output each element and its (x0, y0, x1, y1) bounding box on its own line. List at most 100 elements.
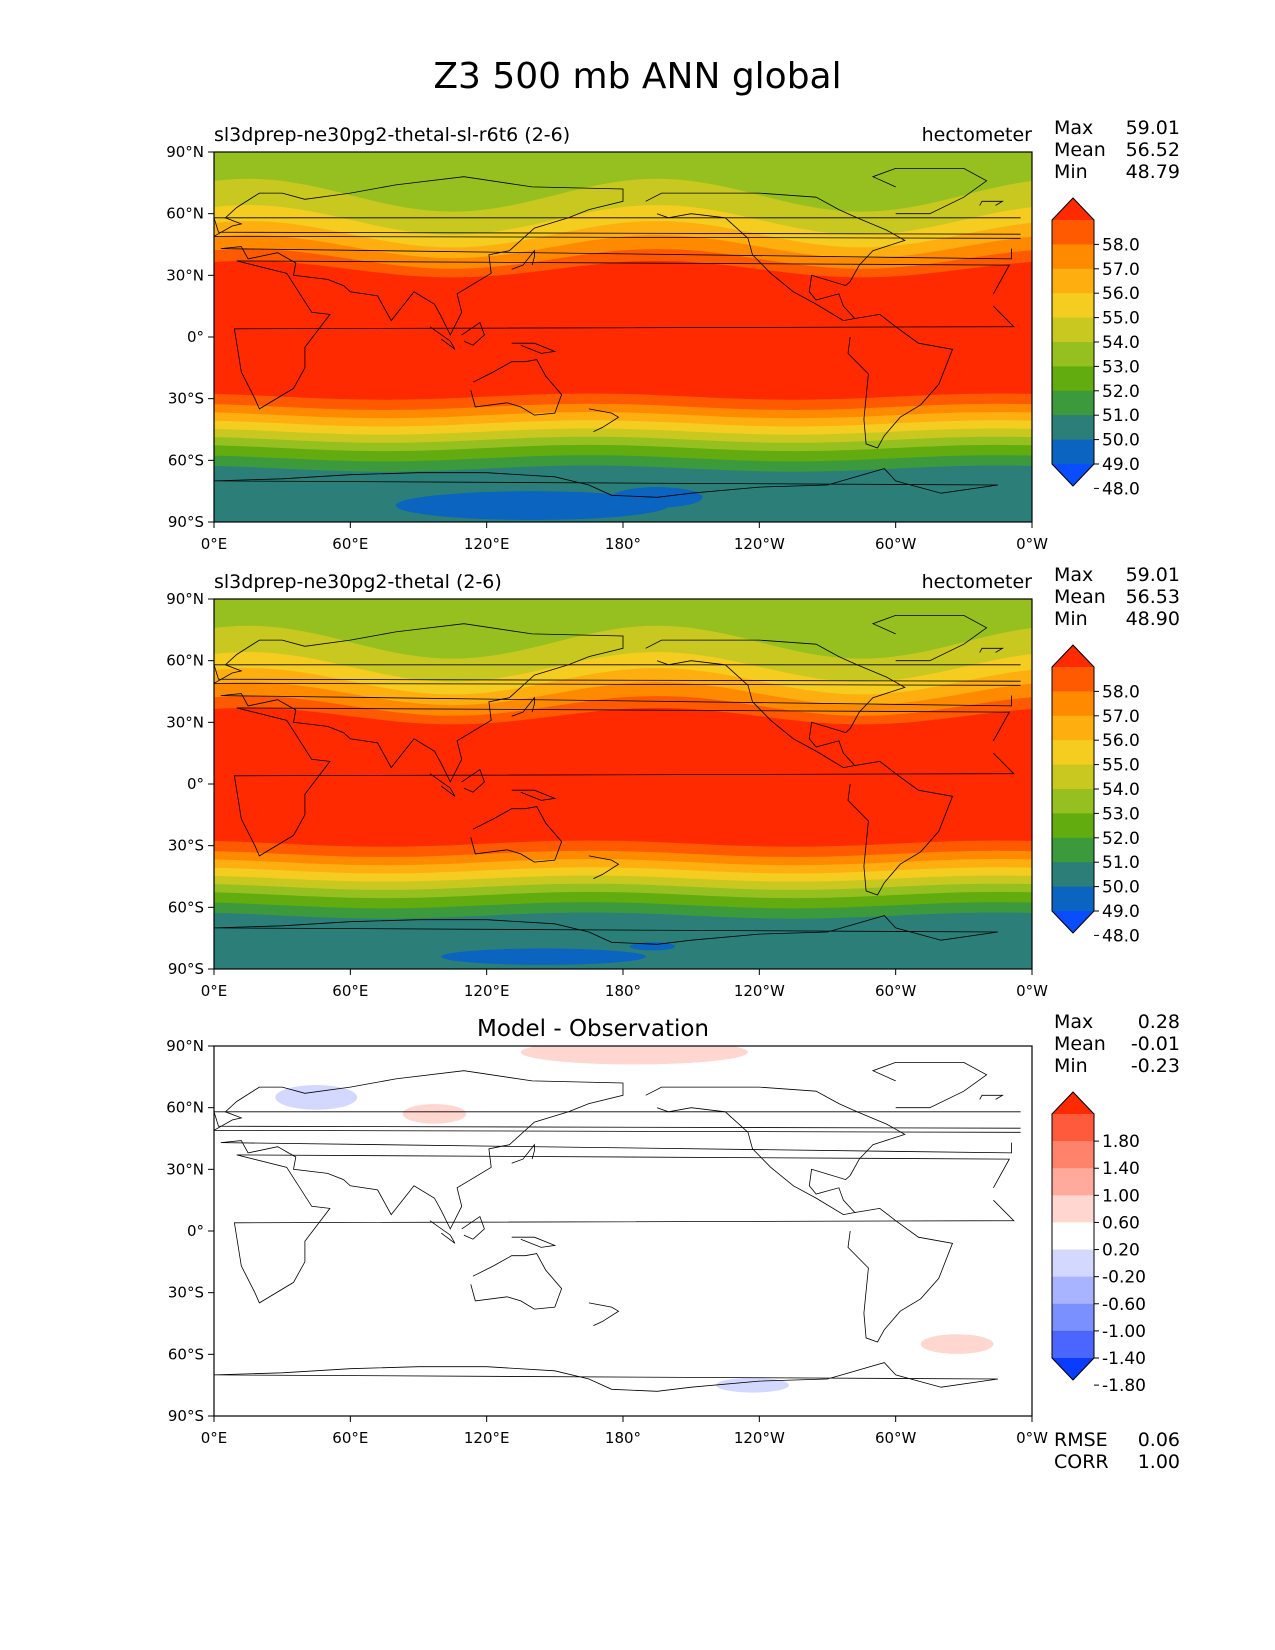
coastline-11 (461, 321, 485, 346)
colorbar-tick-label: 56.0 (1102, 284, 1140, 304)
colorbar-tick-label: -0.20 (1102, 1268, 1146, 1288)
colorbar: 58.0 57.0 56.0 55.0 54.0 53.0 52.0 51.0 50.0 49.0… (1051, 197, 1140, 499)
colorbar-segment (1052, 1276, 1094, 1305)
colorbar-tick-label: 1.00 (1102, 1186, 1140, 1206)
coastline-1 (214, 176, 1021, 336)
coastline-1 (214, 1070, 1021, 1230)
colorbar-tick-label: 51.0 (1102, 406, 1140, 426)
coastline-2 (470, 359, 563, 416)
map-panel-difference: 90°N 60°N 30°N 0° 30°S 60°S 90°S 0°E 60°E 120°E 18… (166, 1011, 1180, 1473)
stat-value-corr: 1.00 (1138, 1451, 1180, 1473)
colorbar-tick-label: -1.00 (1102, 1322, 1146, 1342)
colorbar-segment (1052, 1330, 1094, 1359)
colorbar-tick-label: 0.20 (1102, 1241, 1140, 1261)
panel-subtitle: sl3dprep-ne30pg2-thetal-sl-r6t6 (2-6) (214, 124, 570, 146)
x-tick-label: 60°W (875, 982, 917, 1000)
colorbar-segment (1052, 220, 1094, 245)
stat-label-min: Min (1054, 1055, 1088, 1077)
coastline-8 (588, 1302, 620, 1326)
coastline-11 (461, 1215, 485, 1240)
colorbar-tick-label: -1.40 (1102, 1349, 1146, 1369)
colorbar-segment (1052, 837, 1094, 863)
coastline-10 (429, 1220, 456, 1244)
y-tick-label: 30°N (166, 266, 204, 284)
map-panel-model: 90°N 60°N 30°N 0° 30°S 60°S 90°S 0°E 60°E 120°E 18… (166, 117, 1180, 553)
colorbar-tick-label: 57.0 (1102, 707, 1140, 727)
stat-value-mean: 56.52 (1126, 139, 1180, 161)
panel-center-title: Model - Observation (477, 1016, 709, 1042)
difference-field (214, 1046, 1032, 1416)
stat-label-max: Max (1054, 1011, 1093, 1033)
stat-value-max: 0.28 (1138, 1011, 1180, 1033)
map-area (214, 152, 1032, 522)
colorbar-segment (1052, 439, 1094, 465)
coastline-6 (214, 468, 998, 498)
coastline-8 (588, 855, 620, 879)
colorbar-tick-label: 58.0 (1102, 235, 1140, 255)
colorbar-tick-label: 55.0 (1102, 756, 1140, 776)
y-tick-label: 60°S (168, 451, 204, 469)
x-tick-label: 180° (605, 1429, 641, 1447)
x-tick-label: 60°W (875, 1429, 917, 1447)
colorbar-tick-label: 48.0 (1102, 479, 1140, 499)
field-band-north (214, 152, 1032, 212)
y-tick-label: 30°S (168, 837, 204, 855)
coastline-9 (511, 789, 557, 801)
coastline-12 (214, 217, 1021, 235)
coastline-6 (214, 1362, 998, 1392)
y-tick-label: 90°S (168, 1407, 204, 1425)
y-tick-label: 90°N (166, 590, 204, 608)
stats-block: Max 59.01 Mean 56.52 Min 48.79 (1054, 117, 1180, 183)
y-tick-label: 30°S (168, 1284, 204, 1302)
colorbar-tick-label: 48.0 (1102, 926, 1140, 946)
colorbar-segment (1052, 862, 1094, 888)
coastline-7 (511, 249, 535, 270)
colorbar-tick-label: 51.0 (1102, 853, 1140, 873)
x-tick-label: 120°E (464, 1429, 510, 1447)
colorbar-top-arrow (1052, 1092, 1094, 1114)
coastline-1 (214, 623, 1021, 783)
coastline-3 (645, 1086, 906, 1216)
colorbar-segment (1052, 886, 1094, 912)
colorbar-segment (1052, 415, 1094, 441)
y-tick-label: 0° (187, 328, 204, 346)
y-tick-label: 30°S (168, 390, 204, 408)
stat-value-min: 48.90 (1126, 608, 1180, 630)
field-neutral (214, 1046, 1032, 1416)
x-tick-label: 120°W (734, 1429, 785, 1447)
field-band-south (214, 912, 1032, 969)
colorbar-bottom-arrow (1052, 1358, 1094, 1380)
colorbar-tick-label: 53.0 (1102, 357, 1140, 377)
colorbar-top-arrow (1052, 198, 1094, 220)
coastline-7 (511, 696, 535, 717)
colorbar-tick-label: 54.0 (1102, 780, 1140, 800)
colorbar-bottom-arrow (1052, 911, 1094, 933)
colorbar-segment (1052, 813, 1094, 839)
colorbar-tick-label: -0.60 (1102, 1295, 1146, 1315)
colorbar-tick-label: 58.0 (1102, 682, 1140, 702)
stat-value-max: 59.01 (1126, 117, 1180, 139)
colorbar-segment (1052, 342, 1094, 367)
y-tick-label: 0° (187, 775, 204, 793)
coastline-2 (470, 806, 563, 863)
colorbar-tick-label: 56.0 (1102, 731, 1140, 751)
stats-block: Max 59.01 Mean 56.53 Min 48.90 (1054, 564, 1180, 630)
y-tick-label: 0° (187, 1222, 204, 1240)
colorbar-segment (1052, 268, 1094, 294)
coastline-0 (233, 260, 1015, 410)
colorbar-segment (1052, 1114, 1094, 1142)
coastline-3 (645, 192, 906, 322)
coastline-5 (871, 615, 988, 662)
colorbar-segment (1052, 293, 1094, 319)
field-low-pocket (441, 948, 646, 965)
y-tick-label: 90°S (168, 513, 204, 531)
x-tick-label: 120°W (734, 535, 785, 553)
y-tick-label: 30°N (166, 1160, 204, 1178)
colorbar-segment (1052, 1195, 1094, 1223)
stat-label-mean: Mean (1054, 139, 1106, 161)
colorbar-segment (1052, 1141, 1094, 1169)
colorbar-segment (1052, 366, 1094, 392)
x-tick-label: 60°W (875, 535, 917, 553)
coastline-13 (979, 200, 1004, 206)
coastline-4 (847, 760, 954, 896)
